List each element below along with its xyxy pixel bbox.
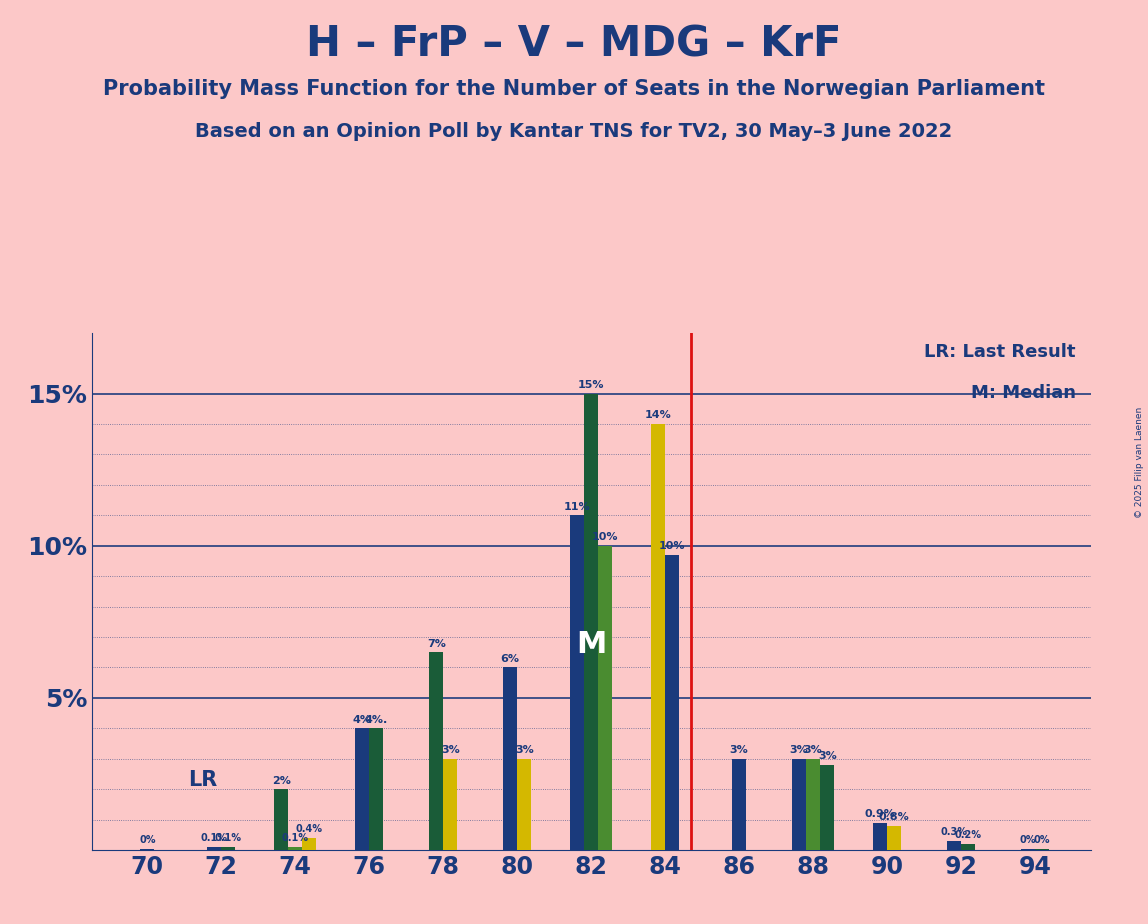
Bar [288, 847, 302, 850]
Text: M: Median: M: Median [970, 384, 1076, 402]
Bar [274, 789, 288, 850]
Bar [584, 394, 598, 850]
Bar [429, 652, 443, 850]
Text: M: M [576, 630, 606, 659]
Text: 3%: 3% [790, 745, 808, 755]
Text: 3%: 3% [730, 745, 748, 755]
Text: 14%: 14% [645, 410, 672, 420]
Text: 10%: 10% [659, 541, 685, 552]
Text: Probability Mass Function for the Number of Seats in the Norwegian Parliament: Probability Mass Function for the Number… [103, 79, 1045, 99]
Text: 0%: 0% [1034, 835, 1050, 845]
Bar [651, 424, 665, 850]
Text: 4%.: 4%. [365, 714, 388, 724]
Text: 2%: 2% [272, 775, 290, 785]
Text: H – FrP – V – MDG – KrF: H – FrP – V – MDG – KrF [307, 23, 841, 65]
Text: 11%: 11% [564, 502, 590, 512]
Bar [598, 546, 612, 850]
Text: 0.1%: 0.1% [201, 833, 227, 844]
Bar [443, 759, 457, 850]
Text: 7%: 7% [427, 638, 445, 649]
Bar [140, 848, 154, 850]
Bar [302, 838, 317, 850]
Bar [665, 554, 680, 850]
Bar [732, 759, 746, 850]
Bar [806, 759, 820, 850]
Bar [222, 847, 235, 850]
Text: 3%: 3% [804, 745, 822, 755]
Bar [1035, 848, 1049, 850]
Text: 0.4%: 0.4% [296, 824, 323, 834]
Bar [355, 728, 370, 850]
Text: 0.2%: 0.2% [955, 831, 982, 840]
Bar [370, 728, 383, 850]
Text: 0.3%: 0.3% [940, 827, 968, 837]
Text: 0.1%: 0.1% [281, 833, 309, 844]
Text: 4%: 4% [352, 714, 372, 724]
Text: 15%: 15% [577, 380, 605, 390]
Bar [208, 847, 222, 850]
Text: LR: LR [188, 770, 217, 790]
Text: 0%: 0% [1019, 835, 1037, 845]
Text: 0%: 0% [139, 835, 156, 845]
Text: © 2025 Filip van Laenen: © 2025 Filip van Laenen [1135, 407, 1145, 517]
Bar [887, 826, 901, 850]
Bar [820, 765, 835, 850]
Text: Based on an Opinion Poll by Kantar TNS for TV2, 30 May–3 June 2022: Based on an Opinion Poll by Kantar TNS f… [195, 122, 953, 141]
Bar [961, 844, 975, 850]
Text: 0.8%: 0.8% [879, 812, 909, 822]
Text: 3%: 3% [441, 745, 459, 755]
Text: 0.1%: 0.1% [215, 833, 242, 844]
Bar [518, 759, 532, 850]
Bar [874, 822, 887, 850]
Bar [571, 516, 584, 850]
Text: LR: Last Result: LR: Last Result [924, 343, 1076, 361]
Bar [792, 759, 806, 850]
Text: 3%: 3% [515, 745, 534, 755]
Text: 3%: 3% [817, 751, 837, 761]
Text: 10%: 10% [592, 532, 619, 542]
Text: 6%: 6% [501, 654, 520, 663]
Bar [503, 667, 518, 850]
Text: 0.9%: 0.9% [864, 809, 895, 819]
Bar [1021, 848, 1035, 850]
Bar [947, 841, 961, 850]
